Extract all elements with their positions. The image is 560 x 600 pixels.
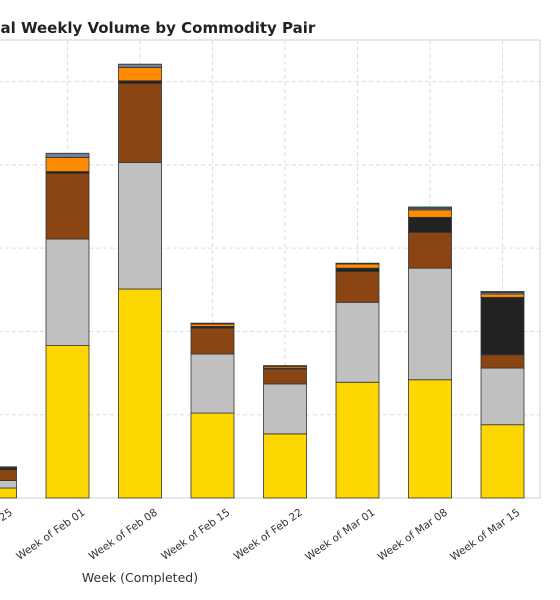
x-tick-label: Week of Feb 22 xyxy=(232,507,305,563)
x-tick-label: Week of Feb 08 xyxy=(87,507,160,563)
bar-segment xyxy=(118,63,162,68)
bar-segment xyxy=(408,209,452,218)
bar-segment xyxy=(335,262,380,265)
bar-segment xyxy=(263,368,307,385)
bar-segment xyxy=(335,271,380,303)
bar-segment xyxy=(480,296,525,356)
bar-segment xyxy=(0,487,17,499)
bar-segment xyxy=(118,82,162,163)
plot-area-frame xyxy=(0,39,541,499)
bar-segment xyxy=(118,288,162,499)
bar-segment xyxy=(45,157,90,172)
x-tick-label: Week of Mar 01 xyxy=(303,507,377,564)
x-tick-label: Week of Mar 08 xyxy=(376,507,450,564)
bar-segment xyxy=(480,424,525,499)
bar-segment xyxy=(190,353,235,414)
bar-segment xyxy=(480,291,525,293)
bar-segment xyxy=(45,345,90,499)
bar-segment xyxy=(118,67,162,82)
bar-segment xyxy=(480,354,525,369)
bar-segment xyxy=(263,433,307,499)
bar-segment xyxy=(408,267,452,381)
bar-segment xyxy=(408,206,452,209)
x-tick-label: Week of Feb 15 xyxy=(159,507,232,563)
bar-segment xyxy=(480,293,525,298)
bar-segment xyxy=(45,172,90,240)
x-axis-label: Week (Completed) xyxy=(82,570,198,585)
bar-segment xyxy=(0,467,17,471)
bar-segment xyxy=(408,231,452,269)
bar-segment xyxy=(335,267,380,272)
bar-segment xyxy=(0,466,17,468)
chart-title: Global Weekly Volume by Commodity Pair xyxy=(0,19,316,37)
bar-segment xyxy=(45,152,90,158)
bar-segment xyxy=(118,162,162,290)
bar-segment xyxy=(335,301,380,383)
bar-segment xyxy=(408,216,452,233)
bars xyxy=(0,63,525,499)
bar-segment xyxy=(263,383,307,435)
bar-segment xyxy=(335,263,380,269)
bar-segment xyxy=(190,412,235,499)
bar-segment xyxy=(335,381,380,499)
bar-segment xyxy=(408,379,452,499)
bar-segment xyxy=(190,327,235,355)
bar-segment xyxy=(0,469,17,481)
x-tick-label: Week of Jan 25 xyxy=(0,507,15,562)
x-tick-label: Week of Mar 15 xyxy=(448,507,522,564)
bar-segment xyxy=(263,365,307,367)
bar-segment xyxy=(480,367,525,426)
bar-segment xyxy=(0,480,17,489)
x-tick-label: Week of Feb 01 xyxy=(14,507,87,563)
bar-segment xyxy=(45,238,90,347)
bar-segment xyxy=(190,322,235,325)
